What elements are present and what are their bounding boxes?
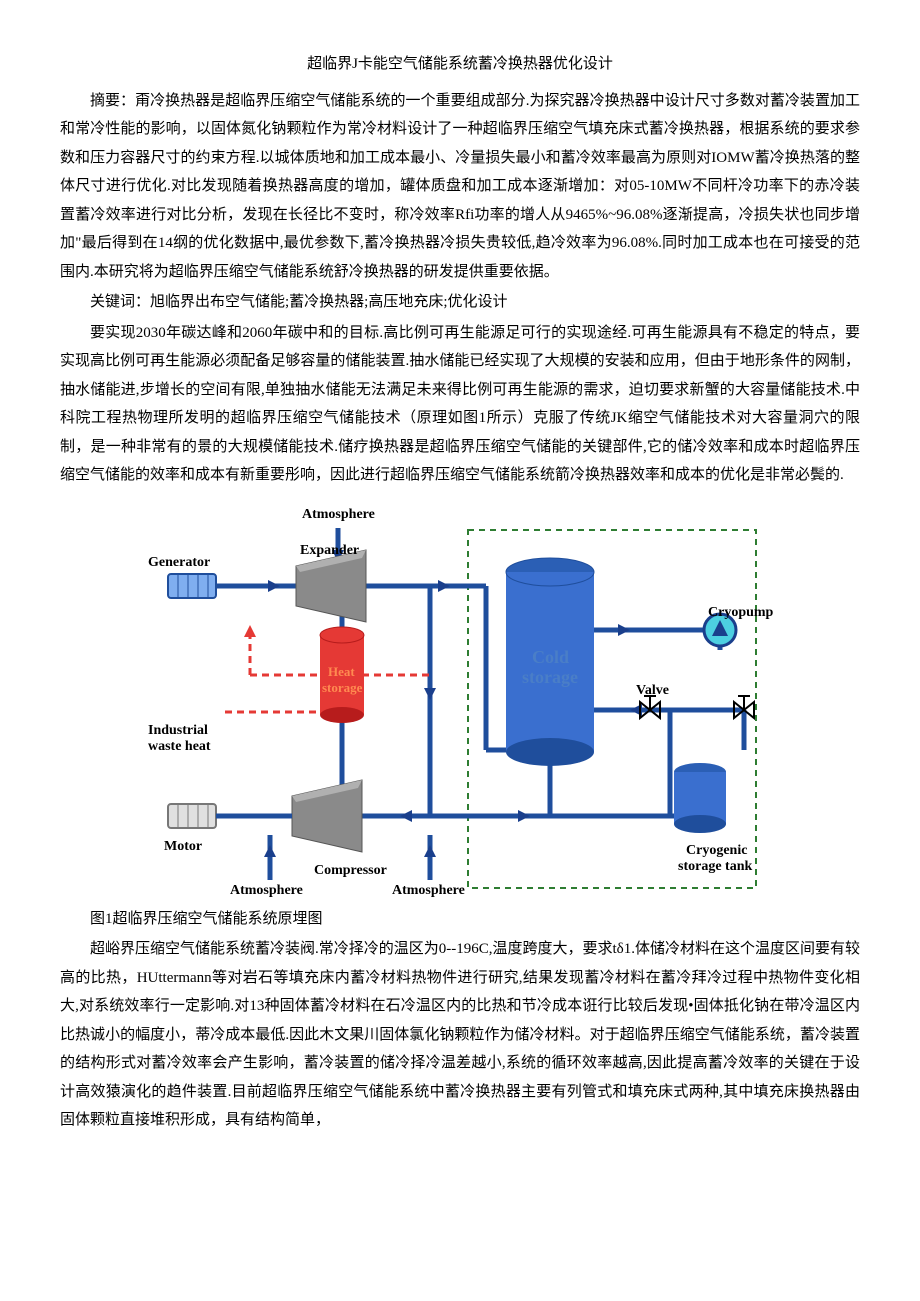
label-motor: Motor xyxy=(164,834,202,861)
label-cryo-tank-2: storage tank xyxy=(678,854,752,881)
label-compressor: Compressor xyxy=(314,858,387,885)
label-atmosphere-bl: Atmosphere xyxy=(230,878,303,905)
label-industrial-2: waste heat xyxy=(148,734,211,761)
label-cryopump: Cryopump xyxy=(708,600,773,627)
system-diagram: Atmosphere Generator Expander Cryopump V… xyxy=(130,500,790,900)
document-title: 超临界J卡能空气储能系统蓄冷换热器优化设计 xyxy=(60,50,860,79)
label-generator: Generator xyxy=(148,550,210,577)
abstract-paragraph: 摘要：甭冷换热器是超临界压缩空气储能系统的一个重要组成部分.为探究器冷换热器中设… xyxy=(60,87,860,287)
label-heat-2: storage xyxy=(322,676,362,701)
label-expander: Expander xyxy=(300,538,359,565)
label-cold-2: storage xyxy=(522,660,578,694)
label-atmosphere-br: Atmosphere xyxy=(392,878,465,905)
figure-1-caption: 图1超临界压缩空气储能系统原埋图 xyxy=(60,905,860,934)
figure-1: Atmosphere Generator Expander Cryopump V… xyxy=(60,500,860,900)
label-valve: Valve xyxy=(636,678,669,705)
body-paragraph-1: 要实现2030年碳达峰和2060年碳中和的目标.高比例可再生能源足可行的实现途经… xyxy=(60,319,860,490)
keywords-paragraph: 关键词：旭临界出布空气储能;蓄冷换热器;高压地充床;优化设计 xyxy=(60,288,860,317)
label-atmosphere-top: Atmosphere xyxy=(302,502,375,529)
body-paragraph-2: 超峪界压缩空气储能系统蓄冷装阀.常冷择冷的温区为0--196C,温度跨度大，要求… xyxy=(60,935,860,1135)
